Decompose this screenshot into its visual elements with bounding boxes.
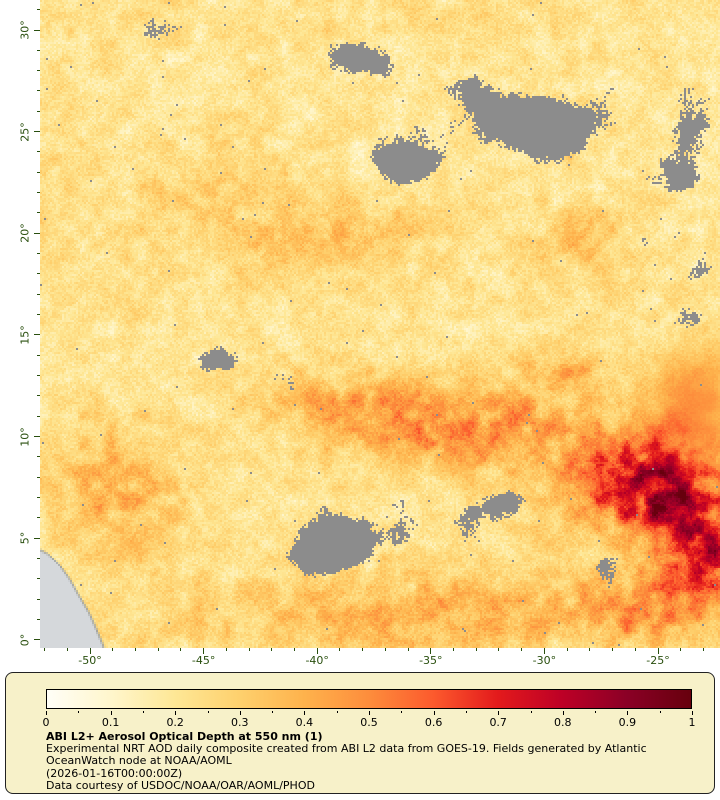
- longitude-tick: [543, 648, 545, 654]
- longitude-tick: [634, 648, 636, 651]
- colorbar-tick: [46, 711, 47, 715]
- colorbar-gradient: [46, 689, 692, 709]
- longitude-tick: [680, 648, 682, 651]
- longitude-tick: [66, 648, 68, 651]
- longitude-tick: [702, 648, 704, 651]
- colorbar-tick: [175, 711, 177, 715]
- colorbar-tick-label: 0.6: [424, 716, 443, 729]
- colorbar-tick: [659, 711, 661, 713]
- latitude-tick-label: 0°: [18, 633, 32, 647]
- longitude-tick-label: -35°: [419, 654, 443, 667]
- colorbar-tick: [498, 711, 500, 715]
- longitude-tick: [225, 648, 227, 651]
- longitude-tick: [157, 648, 159, 651]
- colorbar-tick-label: 0.5: [360, 716, 378, 729]
- colorbar-tick: [272, 711, 274, 713]
- legend-line-2: OceanWatch node at NOAA/AOML: [46, 754, 232, 768]
- colorbar-tick: [401, 711, 403, 713]
- longitude-tick: [521, 648, 523, 651]
- longitude-tick: [134, 648, 136, 651]
- longitude-tick: [475, 648, 477, 651]
- longitude-tick: [316, 648, 318, 654]
- colorbar-tick-label: 0.3: [231, 716, 249, 729]
- legend-line-1: Experimental NRT AOD daily composite cre…: [46, 742, 647, 755]
- colorbar-tick: [595, 711, 597, 713]
- latitude-tick-label: 10°: [18, 426, 32, 447]
- legend-description: Experimental NRT AOD daily composite cre…: [46, 742, 647, 793]
- colorbar-tick: [239, 711, 241, 715]
- longitude-tick: [407, 648, 409, 651]
- colorbar-tick: [110, 711, 112, 715]
- colorbar-tick: [530, 711, 532, 713]
- colorbar-tick: [627, 711, 629, 715]
- latitude-tick-label: 25°: [18, 121, 32, 142]
- longitude-tick: [112, 648, 114, 651]
- colorbar-tick-label: 0.8: [554, 716, 572, 729]
- latitude-tick-label: 5°: [18, 532, 32, 545]
- legend-line-3: (2026-01-16T00:00:00Z): [46, 766, 183, 780]
- longitude-tick: [248, 648, 250, 651]
- longitude-tick: [339, 648, 341, 651]
- longitude-tick: [180, 648, 182, 651]
- colorbar-title: ABI L2+ Aerosol Optical Depth at 550 nm …: [46, 730, 323, 743]
- colorbar-tick: [207, 711, 209, 713]
- longitude-tick-label: -30°: [532, 654, 557, 667]
- longitude-tick: [44, 648, 46, 651]
- colorbar-tick-label: 0.2: [166, 716, 184, 729]
- colorbar-tick: [433, 711, 435, 715]
- colorbar-tick-label: 0.1: [101, 716, 120, 729]
- longitude-tick-label: -50°: [78, 654, 102, 667]
- latitude-tick-label: 20°: [18, 223, 32, 244]
- longitude-tick: [612, 648, 614, 651]
- colorbar-tick-label: 0.9: [618, 716, 637, 729]
- colorbar-tick: [562, 711, 564, 715]
- latitude-tick-label: 30°: [18, 20, 32, 40]
- colorbar-tick: [142, 711, 144, 713]
- colorbar-tick: [78, 711, 80, 713]
- longitude-tick: [293, 648, 295, 651]
- legend-line-4: Data courtesy of USDOC/NOAA/OAR/AOML/PHO…: [46, 779, 315, 793]
- longitude-tick-label: -40°: [305, 654, 329, 667]
- longitude-tick: [362, 648, 364, 651]
- longitude-tick: [589, 648, 591, 651]
- longitude-tick: [657, 648, 659, 654]
- latitude-tick-label: 15°: [18, 325, 32, 345]
- colorbar-tick: [369, 711, 370, 715]
- legend-panel: 0 0.1 0.2 0.3 0.4 0.5 0.6 0.7 0.8 0.9 1 ABI L2+ Ae…: [5, 672, 715, 794]
- longitude-tick: [430, 648, 432, 654]
- colorbar-tick-label: 0.4: [295, 716, 314, 729]
- colorbar-tick: [304, 711, 306, 715]
- longitude-tick: [89, 648, 91, 654]
- colorbar-tick: [465, 711, 467, 713]
- longitude-tick: [566, 648, 568, 651]
- colorbar-tick: [336, 711, 338, 713]
- longitude-tick: [271, 648, 273, 651]
- longitude-tick: [203, 648, 205, 654]
- longitude-tick: [453, 648, 455, 651]
- longitude-tick: [498, 648, 500, 651]
- colorbar-tick-label: 0.7: [489, 716, 507, 729]
- longitude-tick-label: -45°: [191, 654, 216, 667]
- colorbar-tick-label: 1: [688, 716, 696, 729]
- colorbar-tick: [692, 711, 693, 715]
- longitude-tick-label: -25°: [646, 654, 670, 667]
- aod-raster-map: [40, 0, 720, 648]
- colorbar-tick-label: 0: [42, 716, 50, 729]
- longitude-tick: [384, 648, 386, 651]
